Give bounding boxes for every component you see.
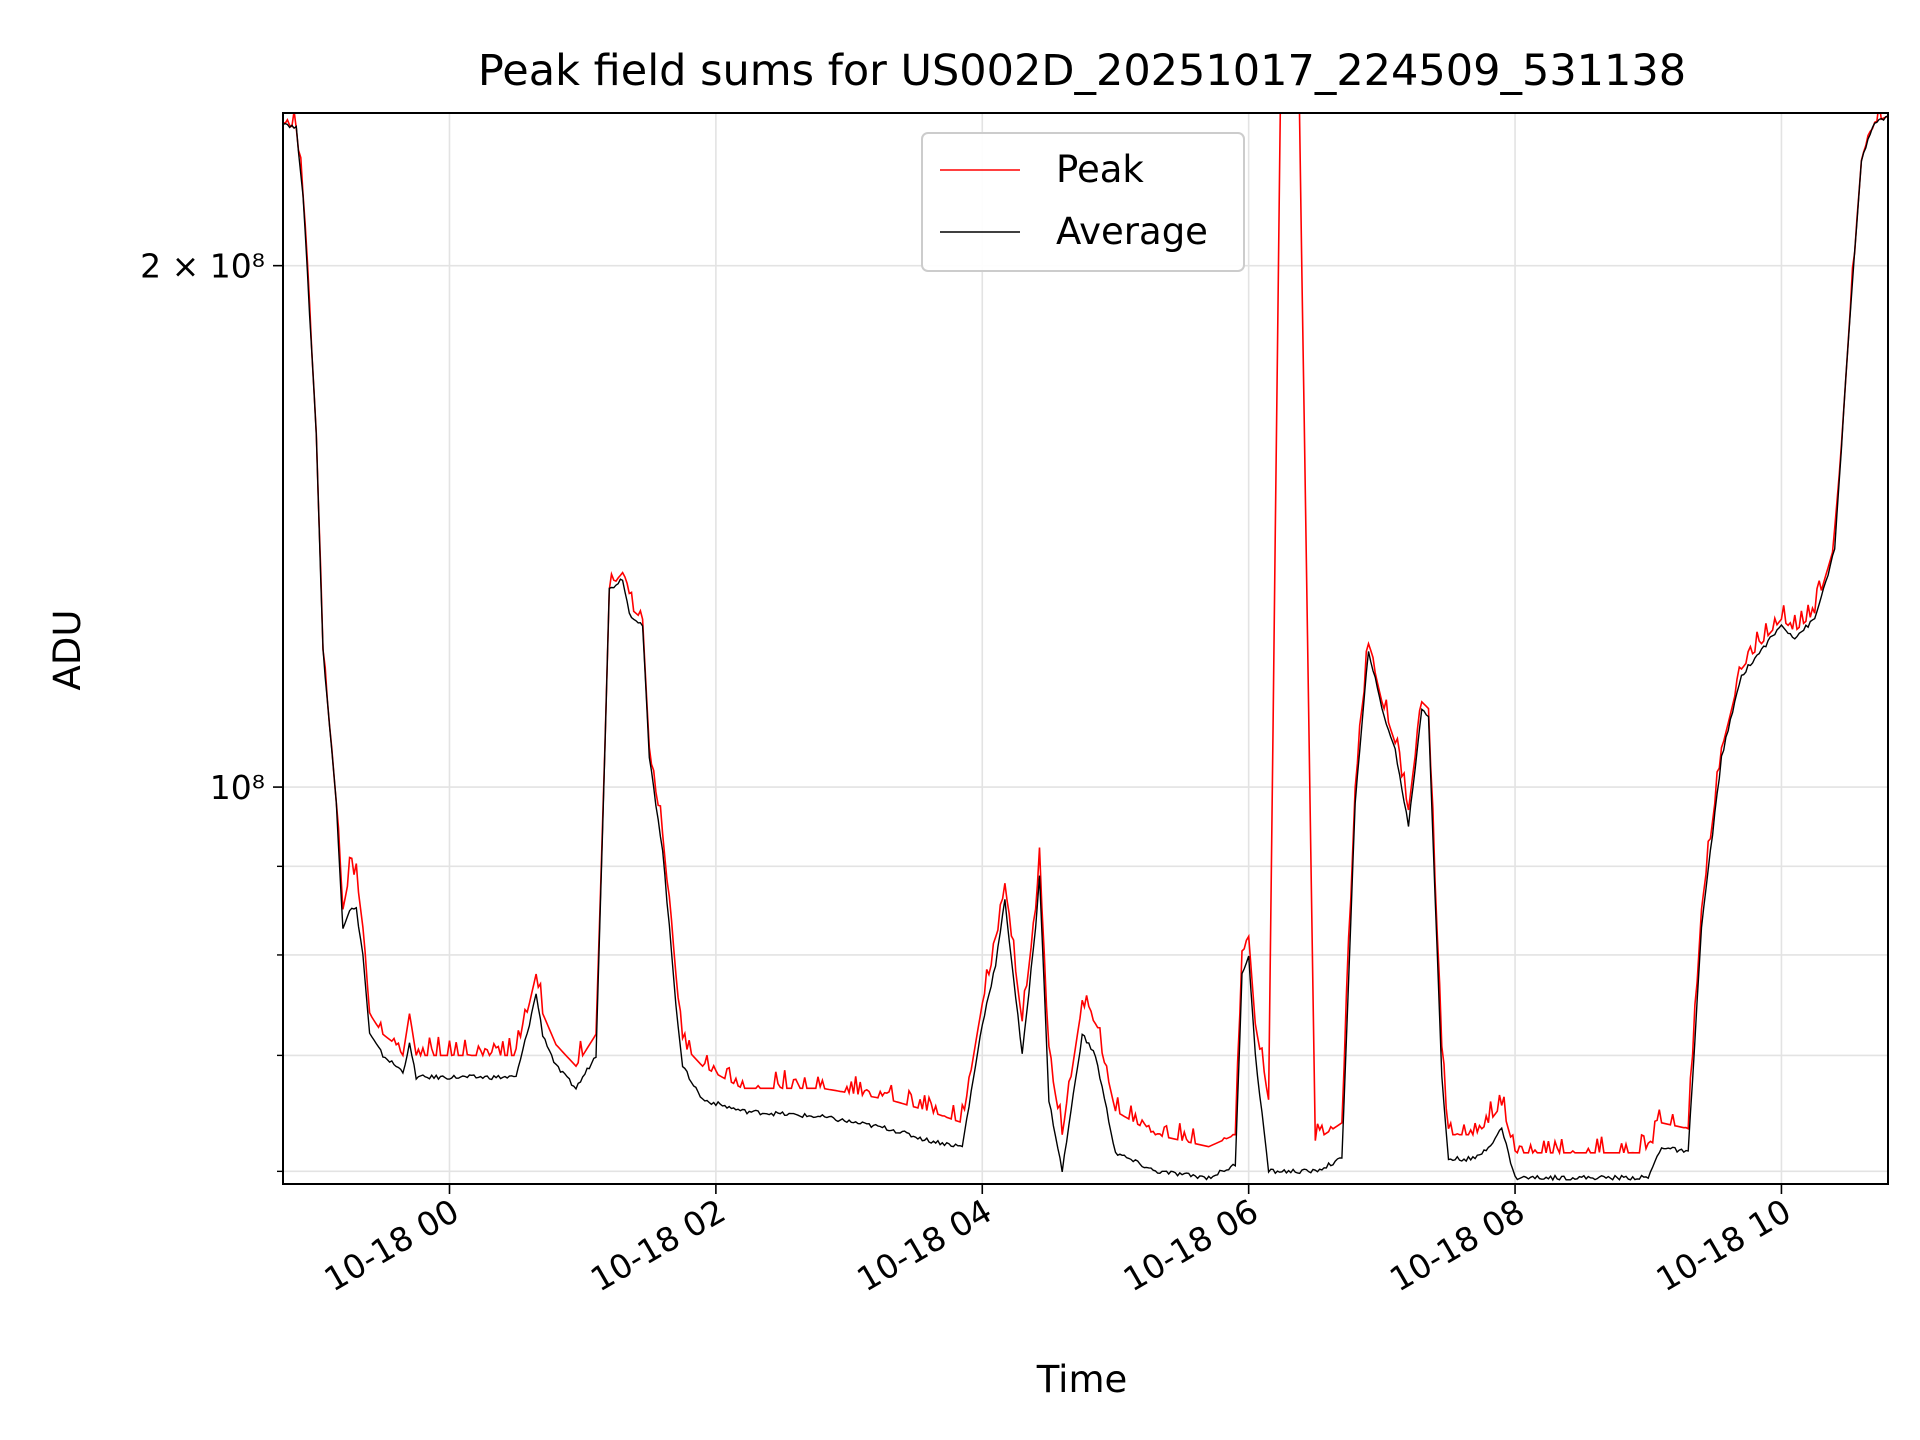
series-line-average [283, 115, 1888, 1182]
series-layer [283, 113, 1888, 1182]
legend-label-average: Average [1056, 210, 1208, 253]
y-tick-label: 2 × 10⁸ [140, 247, 265, 286]
legend-box [921, 132, 1245, 272]
y-axis-label: ADU [46, 610, 89, 691]
chart-title: Peak field sums for US002D_20251017_2245… [478, 46, 1686, 96]
y-tick-label: 10⁸ [210, 768, 265, 807]
legend-label-peak: Peak [1056, 148, 1144, 191]
series-line-peak [283, 113, 1888, 1156]
legend: Peak Average [921, 132, 1245, 272]
grid [283, 113, 1888, 1184]
plot-frame [282, 112, 1889, 1185]
x-axis-label: Time [1036, 1358, 1128, 1401]
